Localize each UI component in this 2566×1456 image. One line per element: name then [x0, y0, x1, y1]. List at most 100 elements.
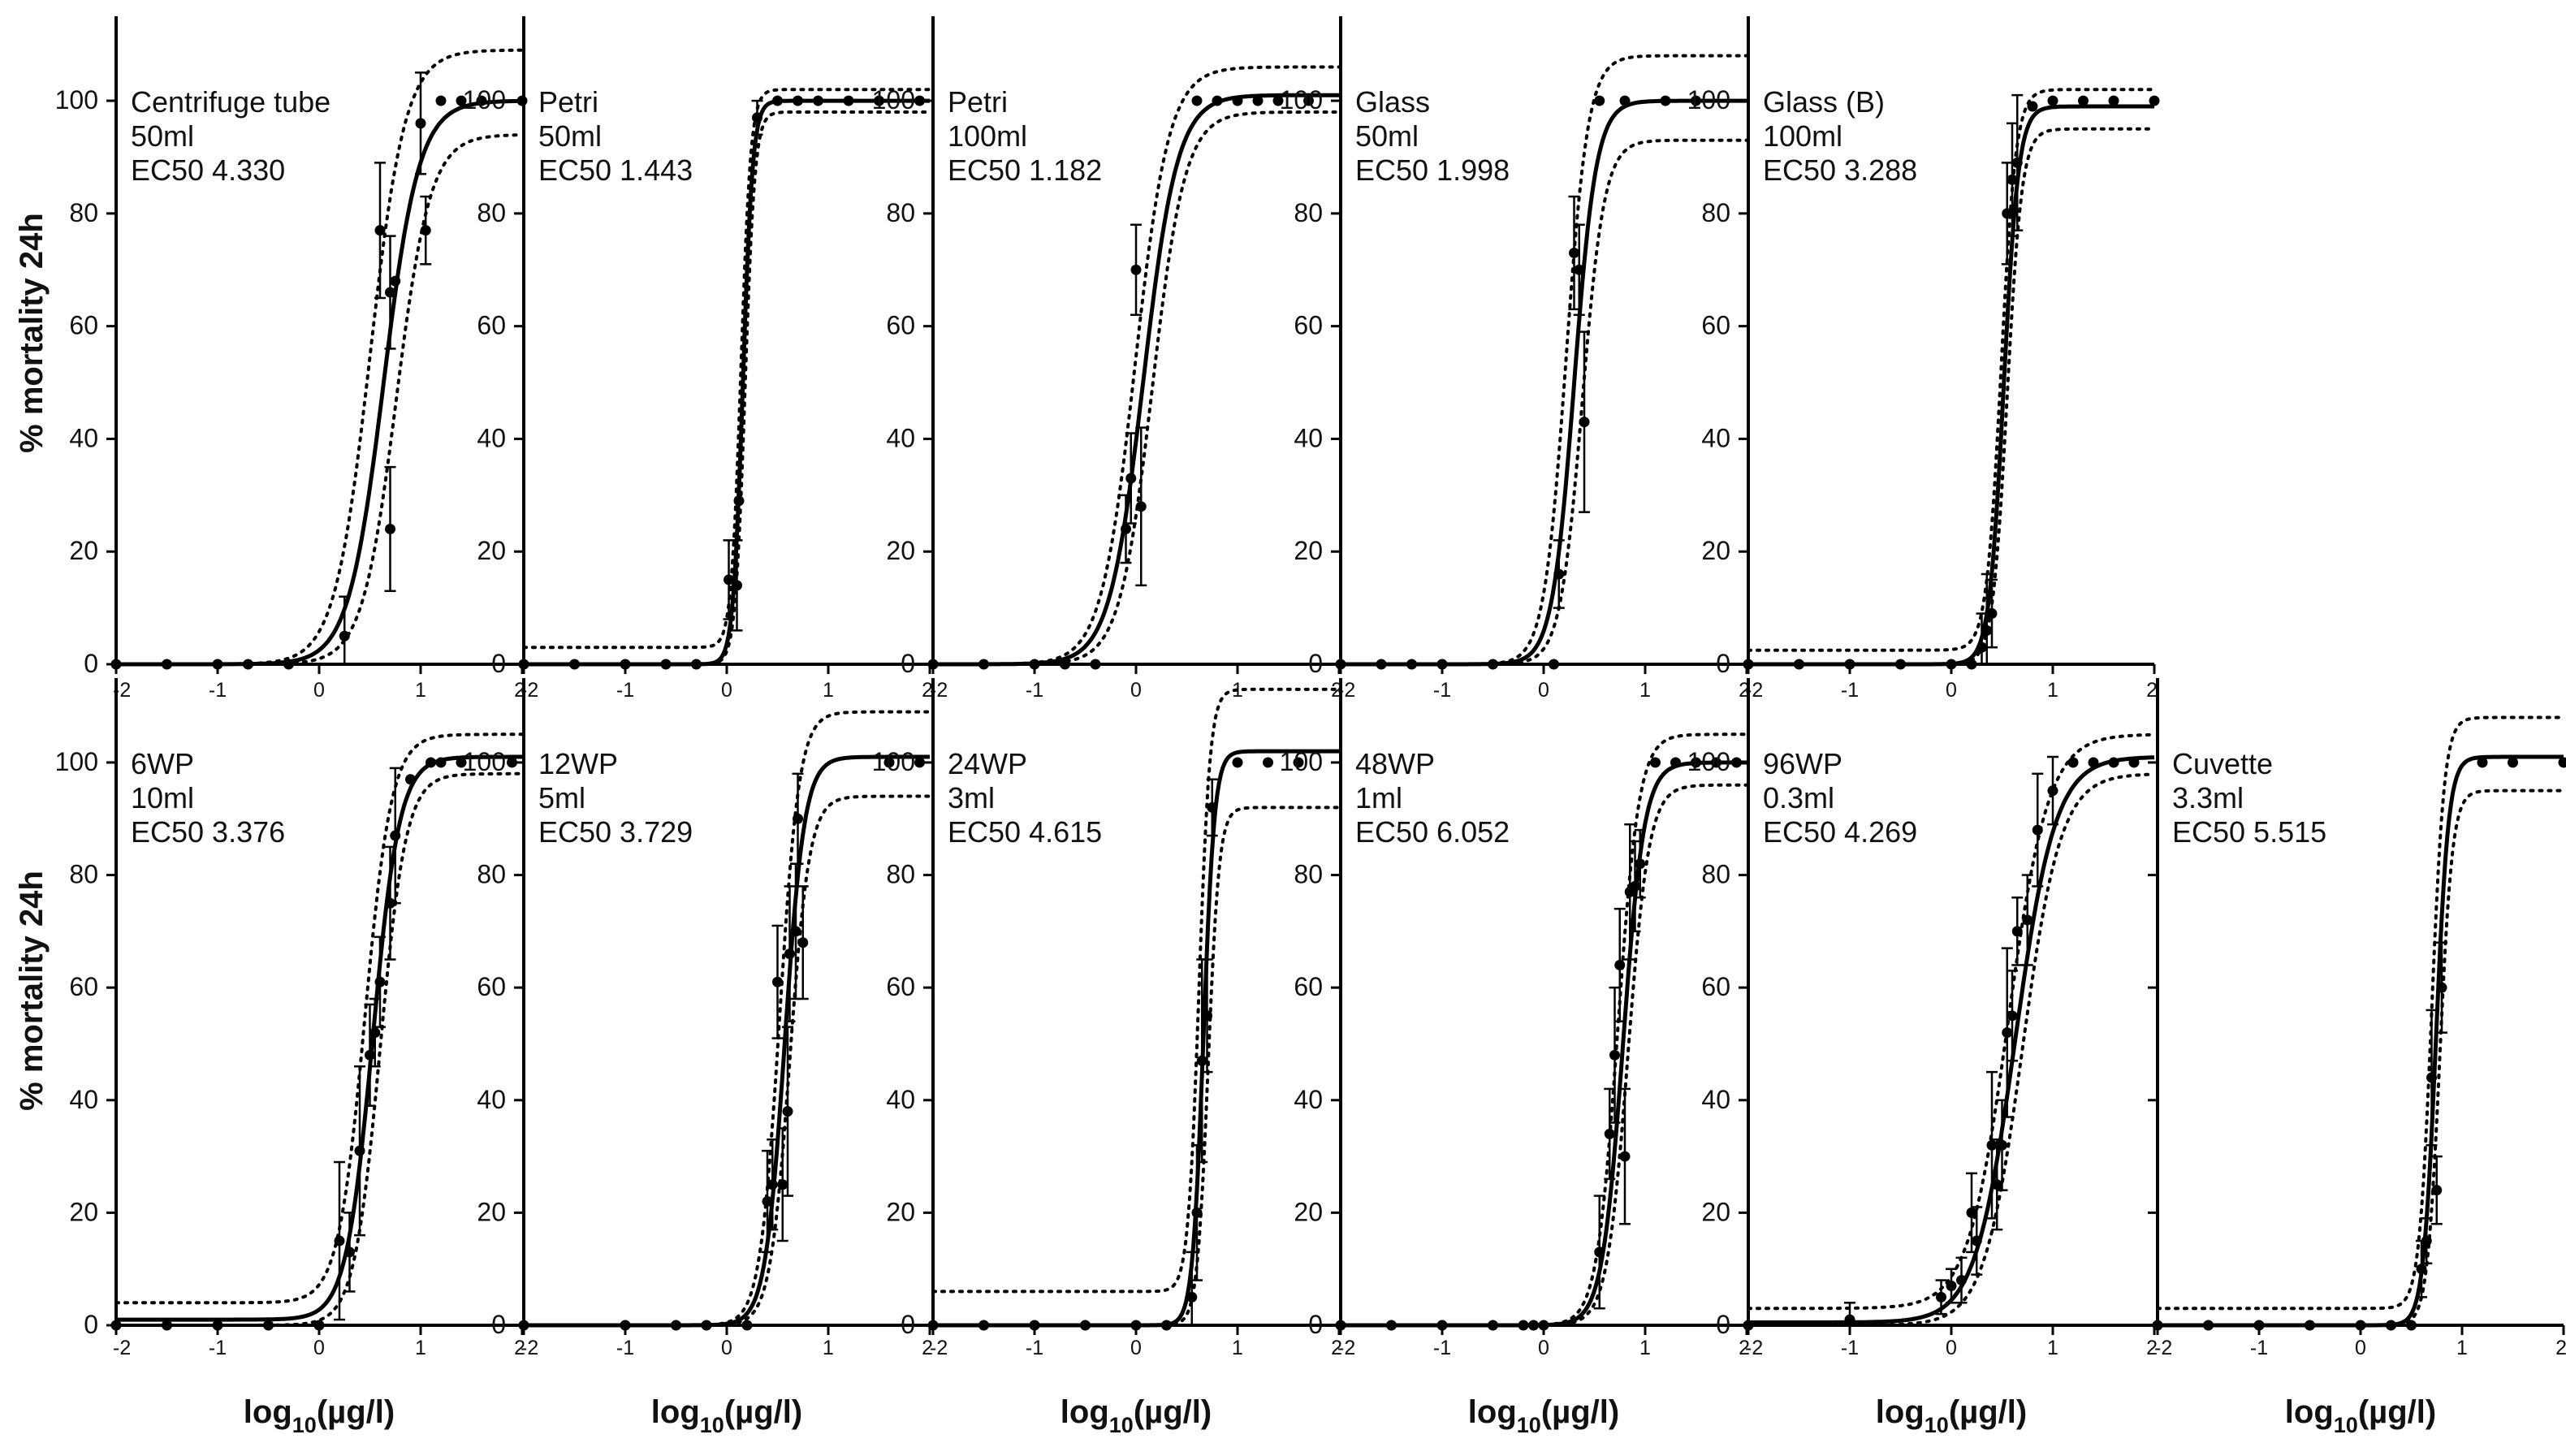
data-point — [1436, 659, 1448, 670]
data-point — [1594, 1246, 1605, 1258]
data-point — [405, 774, 416, 785]
data-point — [1574, 264, 1585, 275]
x-tick-label: -1 — [616, 679, 634, 702]
y-tick-label: 100 — [872, 85, 915, 114]
panel-label-line: 24WP — [948, 747, 1027, 780]
panel-label-line: 50ml — [131, 119, 194, 153]
y-tick-label: 20 — [477, 1197, 506, 1226]
y-tick-label: 40 — [1701, 1085, 1730, 1114]
data-point — [456, 95, 467, 106]
x-tick-label: 0 — [721, 1337, 732, 1359]
data-point — [426, 757, 436, 768]
panel-label-line: EC50 6.052 — [1355, 815, 1510, 849]
x-tick-label: -1 — [209, 679, 227, 702]
data-point — [354, 1145, 365, 1156]
y-tick-label: 40 — [886, 423, 915, 452]
x-tick-label: 0 — [1538, 679, 1549, 702]
data-point — [1844, 659, 1855, 670]
panel-label-line: EC50 5.515 — [2172, 815, 2326, 849]
ci-lower-curve — [1747, 772, 2156, 1327]
data-point — [1986, 1139, 1998, 1151]
data-point — [691, 659, 702, 670]
x-tick-label: 1 — [415, 679, 426, 702]
x-tick-label: 2 — [514, 1337, 525, 1359]
x-axis-title: log10(µg/l) — [651, 1394, 802, 1437]
data-point — [1161, 1320, 1172, 1331]
data-point — [1609, 1049, 1620, 1061]
data-point — [1121, 523, 1131, 534]
data-point — [1986, 608, 1998, 620]
ci-lower-curve — [1339, 138, 1748, 666]
data-point — [1946, 659, 1957, 670]
y-tick-label: 80 — [886, 860, 915, 889]
data-point — [212, 1320, 223, 1331]
data-point — [2436, 982, 2447, 993]
y-tick-label: 40 — [1701, 423, 1730, 452]
y-tick-label: 0 — [84, 649, 98, 678]
data-point — [415, 118, 426, 129]
data-point — [1376, 659, 1387, 670]
x-tick-label: 1 — [2047, 679, 2058, 702]
x-axis-title: log10(µg/l) — [1061, 1394, 1212, 1437]
data-point — [978, 659, 989, 670]
fit-curve — [524, 754, 930, 1328]
y-tick-label: 0 — [1308, 649, 1323, 678]
data-point — [162, 1320, 172, 1331]
data-point — [914, 757, 925, 768]
fit-curve — [1748, 104, 2154, 667]
y-tick-label: 40 — [886, 1085, 915, 1114]
data-point — [2007, 174, 2018, 185]
data-point — [1202, 1010, 1212, 1022]
y-tick-label: 100 — [55, 85, 98, 114]
y-tick-label: 60 — [886, 311, 915, 340]
data-point — [385, 523, 395, 534]
data-point — [1549, 659, 1559, 670]
data-point — [767, 1179, 778, 1190]
data-point — [978, 1320, 989, 1331]
panel-label-line: EC50 3.288 — [1763, 153, 1917, 187]
data-point — [2022, 914, 2033, 926]
panel-label-line: Centrifuge tube — [131, 85, 330, 119]
ci-upper-curve — [114, 48, 524, 666]
fit-curve — [933, 93, 1339, 667]
data-point — [2558, 757, 2566, 768]
panel-label-line: 0.3ml — [1763, 781, 1834, 814]
y-tick-label: 40 — [1294, 423, 1323, 452]
panel-label-line: Petri — [538, 85, 598, 119]
x-tick-label: -1 — [1026, 1337, 1043, 1359]
x-axis-title: log10(µg/l) — [1876, 1394, 2027, 1437]
panel-label-line: 12WP — [538, 747, 618, 780]
data-point — [2032, 824, 2043, 836]
y-tick-label: 100 — [1280, 747, 1323, 776]
data-point — [793, 95, 803, 106]
ci-lower-curve — [522, 794, 931, 1327]
data-point — [420, 225, 431, 236]
data-point — [243, 659, 253, 670]
data-point — [1579, 417, 1590, 428]
data-point — [1966, 659, 1977, 670]
panel-label-line: 1ml — [1355, 781, 1402, 814]
y-axis-title-bottom: % mortality 24h — [14, 871, 50, 1111]
data-point — [2149, 95, 2160, 106]
data-point — [1436, 1320, 1448, 1331]
data-point — [2355, 1320, 2366, 1331]
data-point — [620, 659, 631, 670]
data-point — [1619, 1151, 1631, 1162]
data-point — [344, 1246, 355, 1258]
data-point — [1650, 757, 1661, 768]
y-tick-label: 80 — [886, 198, 915, 227]
panel-label-line: 96WP — [1763, 747, 1842, 780]
panel-label-line: 10ml — [131, 781, 194, 814]
data-point — [374, 225, 386, 236]
x-axis-title: log10(µg/l) — [244, 1394, 395, 1437]
data-point — [263, 1320, 274, 1331]
x-axis-title-tail: (µg/l) — [317, 1394, 395, 1430]
y-tick-label: 80 — [1701, 198, 1730, 227]
x-tick-label: 1 — [415, 1337, 426, 1359]
data-point — [2416, 1264, 2427, 1275]
